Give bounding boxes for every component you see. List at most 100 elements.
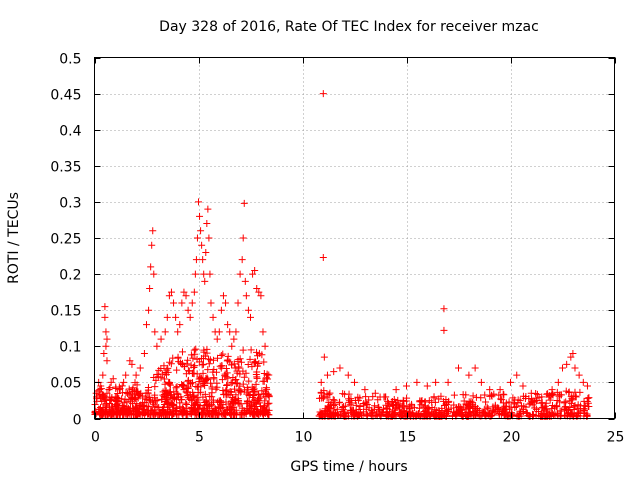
data-point: [249, 385, 257, 393]
data-point: [574, 401, 582, 409]
data-point: [192, 256, 200, 264]
data-point: [340, 408, 348, 416]
data-point: [132, 403, 140, 411]
data-point: [165, 403, 173, 411]
data-point: [345, 390, 353, 398]
data-point: [187, 351, 195, 359]
y-tick-label: 0: [73, 413, 82, 429]
data-point: [551, 411, 559, 419]
data-point: [533, 390, 541, 398]
data-point: [563, 360, 571, 368]
data-point: [546, 396, 554, 404]
data-point: [101, 303, 109, 311]
data-point: [385, 411, 393, 419]
data-point: [576, 388, 584, 396]
data-point: [453, 408, 461, 416]
data-point: [198, 241, 206, 249]
data-point: [136, 364, 144, 372]
data-point: [242, 292, 250, 300]
data-point: [336, 364, 344, 372]
data-point: [236, 355, 244, 363]
data-point: [159, 409, 167, 417]
data-point: [495, 391, 503, 399]
data-point: [345, 397, 353, 405]
data-point: [160, 390, 168, 398]
data-point: [450, 391, 458, 399]
data-point: [444, 378, 452, 386]
data-point: [516, 409, 524, 417]
data-point: [219, 387, 227, 395]
data-point: [135, 391, 143, 399]
data-point: [100, 350, 108, 358]
data-point: [189, 354, 197, 362]
data-point: [205, 234, 213, 242]
data-point: [501, 402, 509, 410]
data-point: [141, 394, 149, 402]
data-point: [135, 409, 143, 417]
grid: [94, 57, 615, 419]
data-point: [183, 401, 191, 409]
data-point: [107, 396, 115, 404]
y-tick-label: 0.3: [59, 196, 81, 212]
data-point: [197, 388, 205, 396]
data-point: [203, 349, 211, 357]
data-point: [131, 395, 139, 403]
y-tick-label: 0.35: [50, 160, 81, 176]
data-point: [247, 313, 254, 321]
data-point: [157, 335, 165, 343]
data-point: [184, 356, 192, 364]
data-point: [437, 392, 445, 400]
data-point: [557, 407, 565, 415]
data-point: [496, 386, 504, 394]
data-point: [129, 395, 137, 403]
data-point: [100, 394, 108, 402]
data-point: [202, 248, 210, 256]
data-point: [195, 358, 203, 366]
data-point: [101, 395, 109, 403]
data-point: [545, 393, 553, 401]
data-point: [264, 400, 272, 408]
data-point: [170, 410, 178, 418]
data-point: [255, 359, 263, 367]
data-point: [444, 407, 452, 415]
data-point: [408, 400, 416, 408]
data-point: [452, 411, 460, 419]
data-point: [196, 212, 204, 220]
data-point: [237, 358, 245, 366]
data-point: [374, 403, 382, 411]
data-point: [164, 389, 172, 397]
data-point: [361, 386, 369, 394]
data-point: [441, 402, 449, 410]
data-point: [330, 410, 338, 418]
data-point: [198, 408, 206, 416]
data-point: [199, 369, 207, 377]
data-point: [109, 403, 117, 411]
data-point: [244, 398, 252, 406]
data-point: [235, 387, 243, 395]
data-point: [376, 406, 384, 414]
data-point: [527, 389, 535, 397]
data-point: [143, 321, 150, 329]
data-point: [323, 394, 331, 402]
data-point: [219, 409, 227, 417]
data-point: [222, 299, 230, 307]
data-point: [432, 378, 440, 386]
data-point: [91, 401, 99, 409]
data-point: [162, 397, 170, 405]
data-point: [222, 365, 230, 373]
data-point: [230, 399, 238, 407]
data-point: [103, 335, 111, 343]
data-point: [537, 412, 545, 420]
data-point: [327, 401, 335, 409]
data-point: [528, 397, 536, 405]
data-point: [430, 394, 438, 402]
data-point: [544, 411, 552, 419]
data-point: [389, 401, 397, 409]
data-point: [319, 90, 327, 98]
data-point: [484, 411, 492, 419]
data-point: [415, 404, 423, 412]
data-point: [174, 328, 182, 336]
data-point: [440, 305, 448, 313]
data-point: [562, 387, 570, 395]
data-point: [191, 270, 199, 278]
